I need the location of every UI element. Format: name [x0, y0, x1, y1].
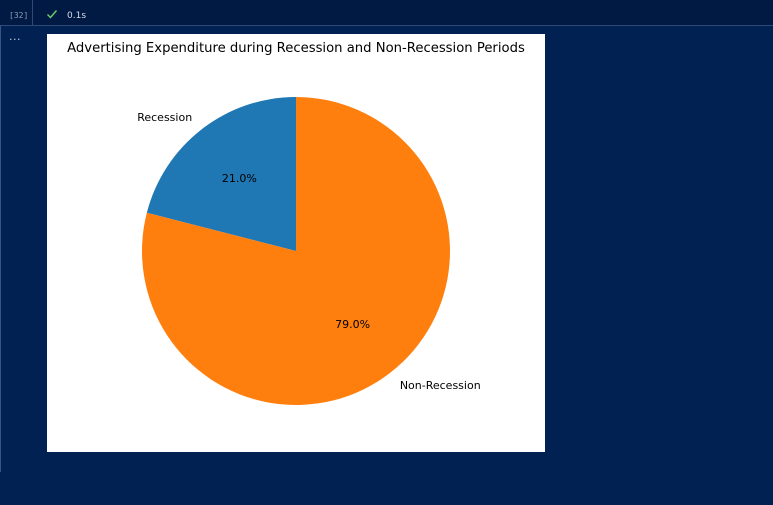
- chart-title: Advertising Expenditure during Recession…: [67, 41, 525, 56]
- pie-slice-recession: [146, 97, 296, 251]
- pie-chart: Advertising Expenditure during Recession…: [67, 41, 525, 405]
- pie-percent-label: 21.0%: [222, 172, 257, 185]
- output-collapse-toggle[interactable]: ...: [9, 30, 21, 43]
- check-icon: [47, 10, 58, 19]
- pie-labels: 21.0% Recession 79.0% Non-Recession: [137, 111, 480, 392]
- execution-count: [32]: [9, 11, 29, 20]
- pie-slices: [142, 97, 451, 405]
- cell-border: [0, 0, 1, 472]
- cell-status-bar: [32] 0.1s: [0, 0, 773, 26]
- pie-category-label: Recession: [137, 111, 192, 124]
- execution-duration: 0.1s: [67, 11, 87, 21]
- pie-percent-label: 79.0%: [335, 318, 370, 331]
- status-divider: [32, 0, 33, 26]
- pie-category-label: Non-Recession: [400, 379, 481, 392]
- pie-slice-non-recession: [142, 97, 451, 405]
- chart-figure: Advertising Expenditure during Recession…: [47, 34, 545, 452]
